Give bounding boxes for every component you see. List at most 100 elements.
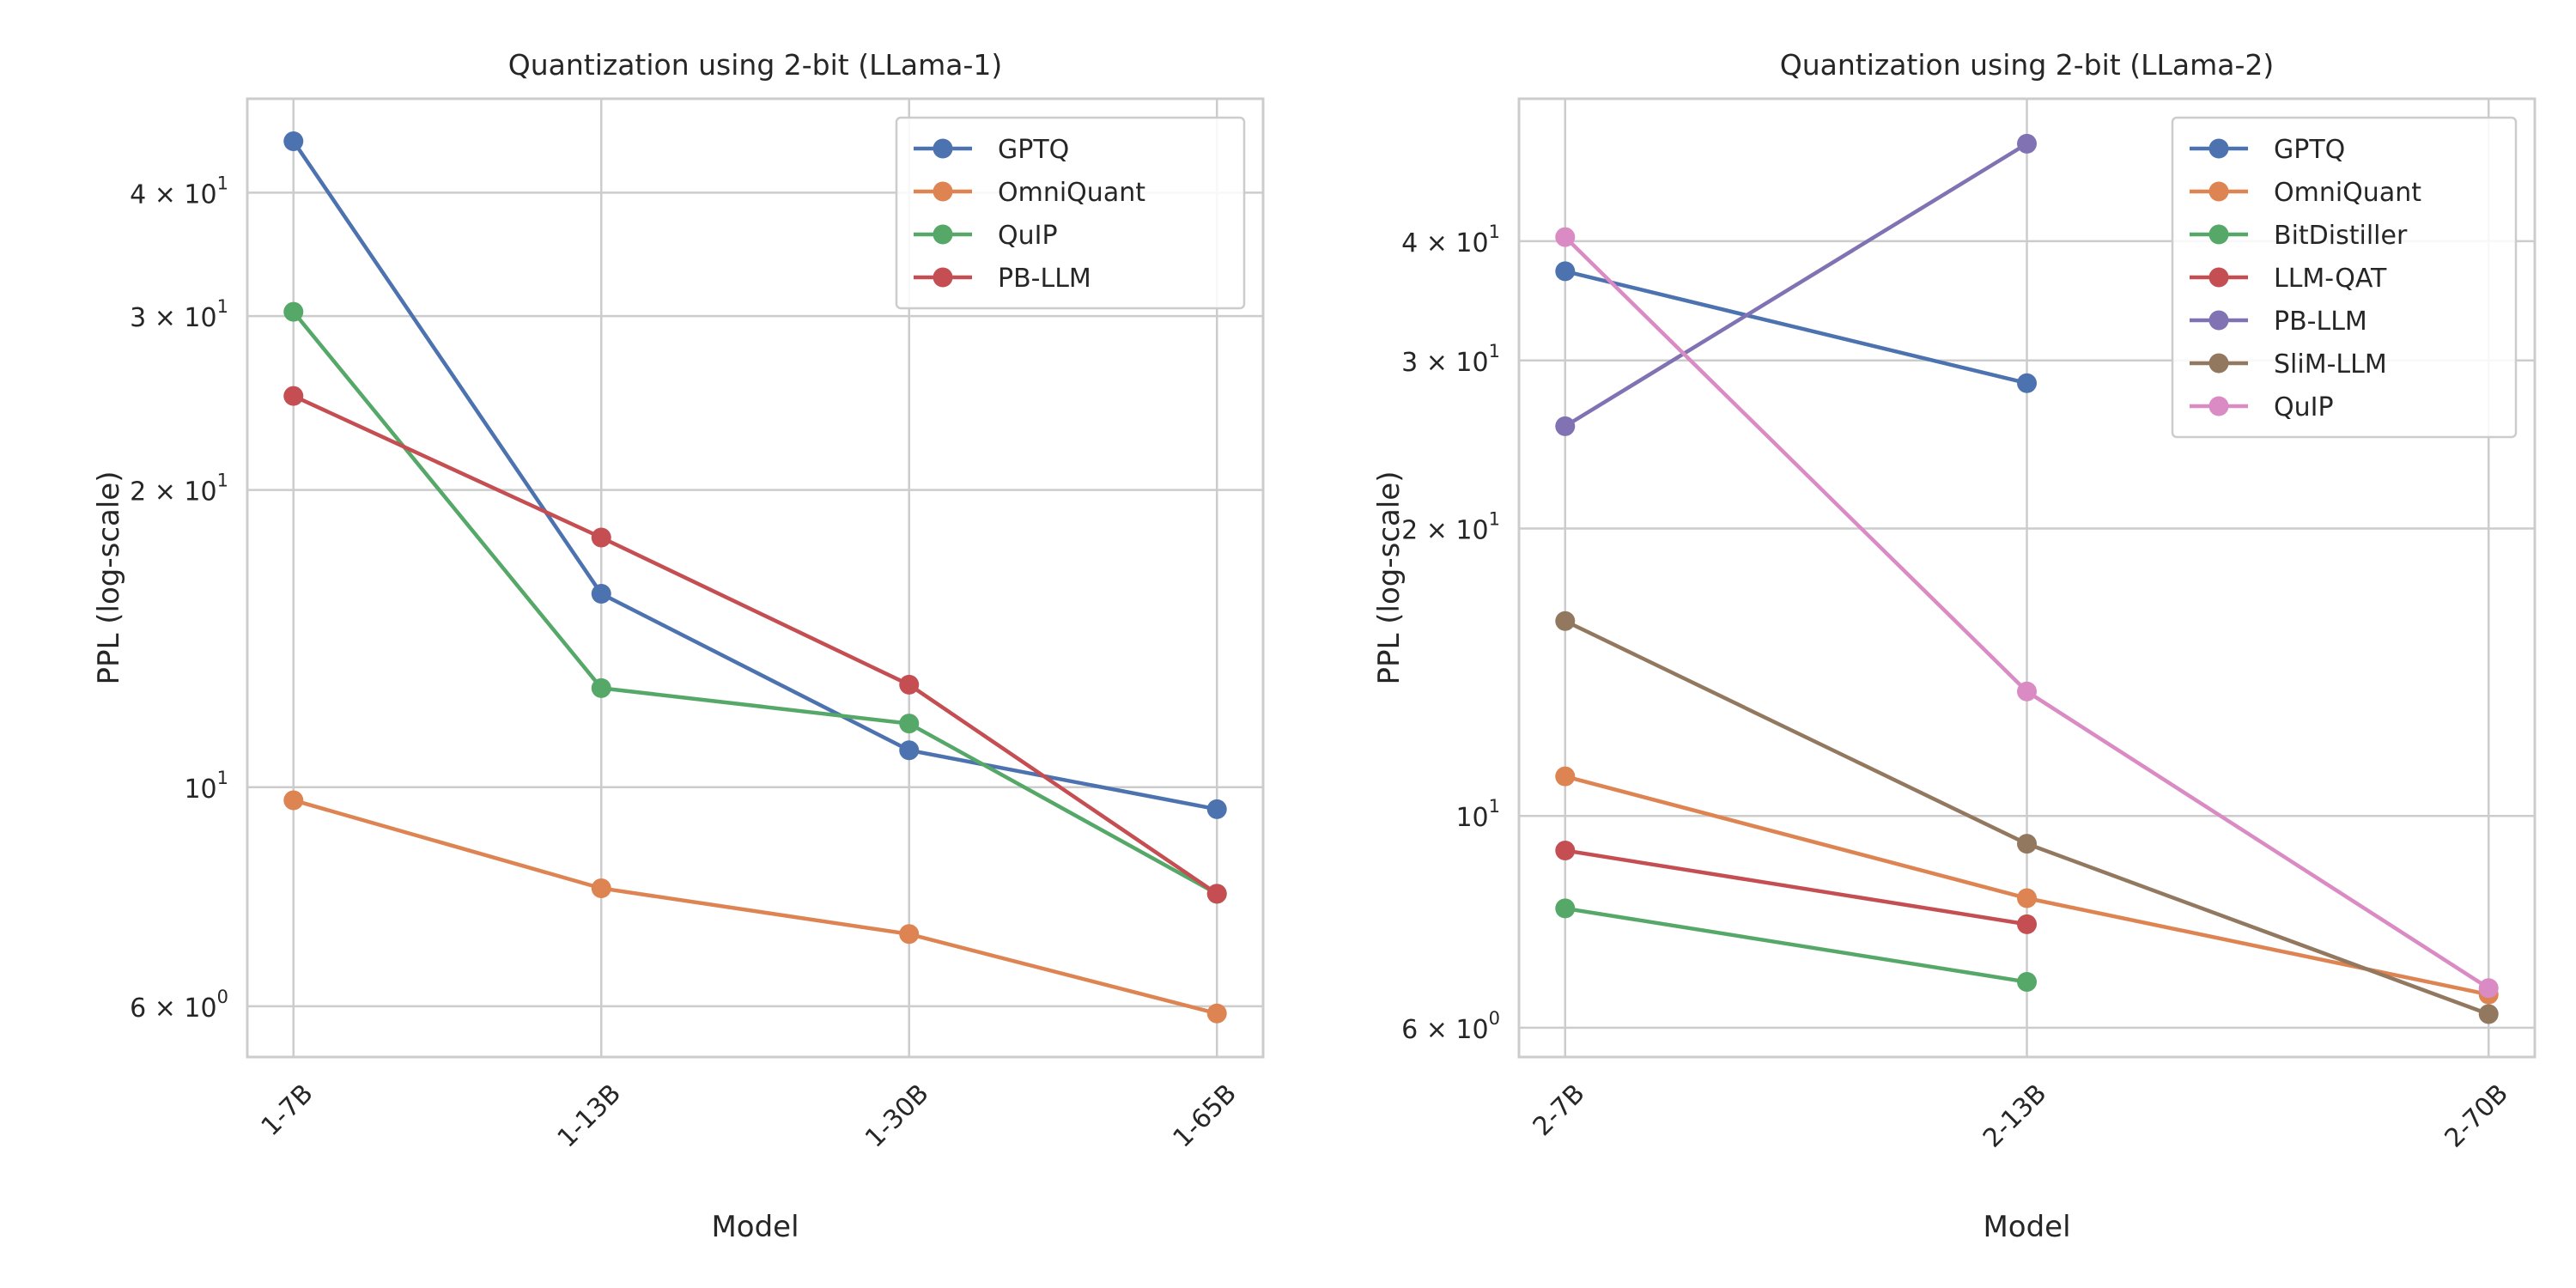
legend-marker — [933, 224, 953, 245]
legend-marker — [933, 181, 953, 202]
series-line — [292, 394, 1218, 896]
series-line — [293, 798, 1218, 1016]
series-line — [291, 140, 1218, 811]
data-point — [1555, 840, 1576, 860]
y-axis-label: PPL (log-scale) — [1372, 471, 1406, 685]
legend-marker — [2208, 224, 2229, 245]
legend-marker — [2208, 138, 2229, 159]
data-point — [591, 677, 611, 698]
y-tick-label: 101 — [1455, 796, 1500, 833]
legend-marker — [2208, 181, 2229, 202]
series-bitdistiller — [1555, 898, 2037, 993]
data-point — [283, 301, 304, 322]
y-tick-label: 2 × 101 — [130, 471, 228, 507]
data-point — [2478, 1004, 2499, 1024]
series-line — [1564, 906, 2027, 984]
chart-panel-1: 6 × 100 101 2 × 101 3 × 101 4 × 101 1-7B 1-13B… — [92, 48, 1265, 1244]
data-point — [899, 924, 920, 945]
data-point — [591, 527, 611, 548]
series-pb-llm — [1555, 133, 2037, 436]
x-tick-label: 1-13B — [552, 1078, 627, 1153]
data-point — [591, 878, 611, 898]
series-quip — [1555, 227, 2499, 999]
legend-label: LLM-QAT — [2274, 264, 2387, 294]
legend-marker — [2208, 353, 2229, 374]
data-point — [1206, 1003, 1227, 1024]
x-tick-label: 1-7B — [256, 1078, 319, 1142]
data-point — [2017, 133, 2037, 154]
legend-marker — [2208, 310, 2229, 331]
x-tick-label: 2-7B — [1528, 1078, 1591, 1142]
data-point — [591, 583, 611, 604]
data-point — [1555, 898, 1576, 919]
data-point — [2017, 681, 2037, 702]
legend-label: OmniQuant — [2274, 178, 2421, 208]
legend-label: OmniQuant — [998, 178, 1145, 208]
data-point — [899, 674, 920, 695]
data-point — [1555, 416, 1576, 436]
legend-label: GPTQ — [2274, 135, 2345, 165]
legend-label: QuIP — [2274, 392, 2334, 422]
series-line — [1564, 269, 2028, 386]
y-tick-label: 6 × 100 — [130, 987, 228, 1024]
plot-frame — [246, 97, 1265, 1059]
data-point — [1206, 884, 1227, 904]
data-point — [1555, 261, 1576, 282]
chart-panel-2: 6 × 100 101 2 × 101 3 × 101 4 × 101 2-7B 2-13B… — [1372, 48, 2537, 1244]
series-gptq — [1555, 261, 2037, 393]
legend-label: PB-LLM — [2274, 307, 2367, 337]
data-point — [899, 740, 920, 761]
series-quip — [283, 301, 1227, 904]
plot-frame — [1517, 97, 2537, 1059]
series-omniquant — [283, 790, 1227, 1024]
data-point — [1555, 766, 1576, 787]
data-point — [2017, 914, 2037, 934]
series-line — [1564, 142, 2028, 428]
x-axis-label: Model — [711, 1210, 799, 1244]
data-point — [2017, 834, 2037, 854]
y-tick-label: 3 × 101 — [130, 296, 228, 333]
data-point — [2017, 373, 2037, 393]
y-axis-label: PPL (log-scale) — [92, 471, 126, 685]
x-tick-label: 1-30B — [860, 1078, 934, 1153]
y-tick-label: 2 × 101 — [1401, 509, 1500, 546]
legend: GPTQ OmniQuant BitDistiller LLM-QAT PB-LLM Sl… — [2171, 116, 2518, 439]
series-pb-llm — [283, 386, 1227, 904]
legend-label: BitDistiller — [2274, 221, 2408, 251]
x-axis-label: Model — [1983, 1210, 2070, 1244]
legend-label: QuIP — [998, 221, 1058, 251]
legend-label: GPTQ — [998, 135, 1069, 165]
series-omniquant — [1555, 766, 2499, 1005]
series-llm-qat — [1555, 840, 2037, 934]
x-tick-label: 1-65B — [1168, 1078, 1242, 1153]
legend: GPTQ OmniQuant QuIP PB-LLM — [895, 116, 1246, 310]
legend-marker — [2208, 396, 2229, 416]
legend-marker — [2208, 267, 2229, 288]
series-gptq — [283, 131, 1227, 819]
y-tick-label: 3 × 101 — [1401, 341, 1500, 378]
legend-box — [2171, 116, 2518, 439]
data-point — [2017, 888, 2037, 908]
data-point — [899, 714, 920, 734]
series-line — [1564, 848, 2027, 927]
legend-label: PB-LLM — [998, 264, 1091, 294]
legend-label: SliM-LLM — [2274, 349, 2387, 380]
legend-box — [895, 116, 1246, 310]
x-tick-label: 2-70B — [2439, 1078, 2514, 1153]
legend-marker — [933, 138, 953, 159]
series-line — [292, 310, 1218, 896]
data-point — [1555, 611, 1576, 631]
data-point — [1555, 227, 1576, 247]
chart-title: Quantization using 2-bit (LLama-2) — [1780, 48, 2274, 82]
data-point — [2478, 978, 2499, 999]
y-tick-label: 4 × 101 — [130, 173, 228, 210]
y-tick-label: 101 — [184, 768, 228, 805]
series-slim-llm — [1555, 611, 2499, 1024]
legend-marker — [933, 267, 953, 288]
x-tick-label: 2-13B — [1978, 1078, 2052, 1153]
chart-title: Quantization using 2-bit (LLama-1) — [508, 48, 1002, 82]
data-point — [2017, 972, 2037, 993]
y-tick-label: 4 × 101 — [1401, 222, 1500, 258]
data-point — [283, 131, 304, 152]
